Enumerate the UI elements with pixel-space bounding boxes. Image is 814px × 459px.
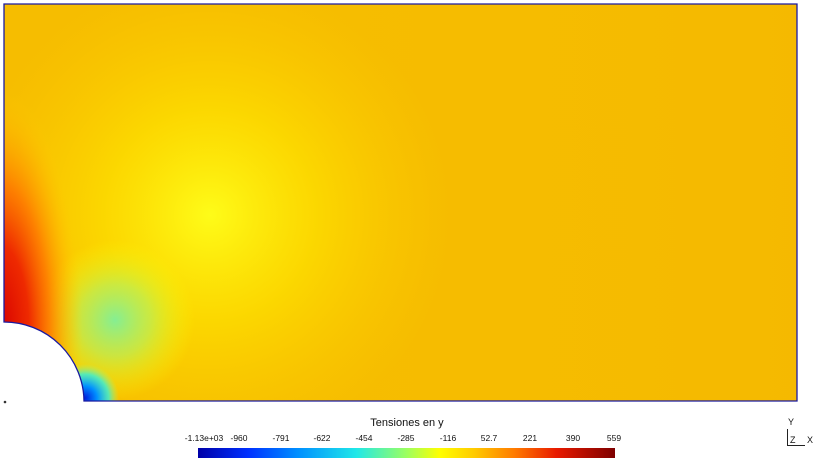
- colorbar-tick: -960: [230, 433, 248, 443]
- axis-x-label: X: [807, 435, 814, 445]
- axis-y-line: [787, 429, 788, 445]
- colorbar-tick: -791: [272, 433, 290, 443]
- stress-field-plot: [3, 3, 798, 404]
- colorbar-tick: -454: [355, 433, 373, 443]
- colorbar-tick: -116: [439, 433, 457, 443]
- colorbar-tick: 559: [606, 433, 622, 443]
- colorbar-title: Tensiones en y: [370, 417, 444, 429]
- axis-x-line: [787, 445, 805, 446]
- hole-center-marker: [3, 400, 7, 404]
- colorbar-tick: 52.7: [480, 433, 498, 443]
- axis-z-label: Z: [790, 435, 796, 445]
- colorbar-tick: -622: [313, 433, 331, 443]
- axes-orientation-triad: Y Z X: [782, 418, 814, 448]
- axis-y-label: Y: [788, 417, 795, 427]
- plate-outline: [3, 3, 798, 402]
- colorbar-gradient: [198, 448, 615, 458]
- colorbar-tick: -1.13e+03: [184, 433, 224, 443]
- colorbar-tick: 221: [522, 433, 538, 443]
- colorbar-tick: -285: [397, 433, 415, 443]
- colorbar-tick: 390: [565, 433, 581, 443]
- colorbar-tick-labels: -1.13e+03 -960 -791 -622 -454 -285 -116 …: [0, 433, 814, 445]
